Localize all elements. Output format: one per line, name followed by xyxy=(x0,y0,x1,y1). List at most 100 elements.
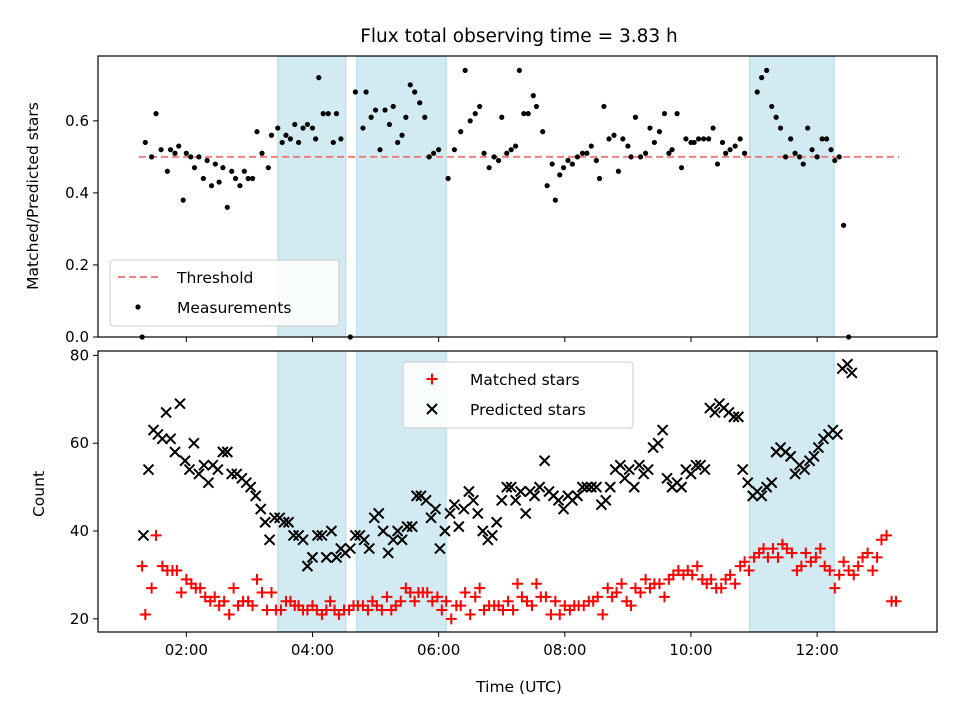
bottom-axes-frame xyxy=(97,350,938,633)
predicted-star-point xyxy=(571,490,584,502)
predicted-star-point xyxy=(463,485,475,498)
measurement-point xyxy=(737,136,743,142)
measurement-point xyxy=(549,161,555,167)
measurement-point xyxy=(212,161,218,167)
measurement-point xyxy=(552,197,558,203)
measurement-point xyxy=(574,154,581,160)
predicted-star-point xyxy=(766,477,778,489)
measurement-point xyxy=(241,168,247,174)
measurement-point xyxy=(723,150,729,156)
matched-star-point xyxy=(209,591,221,603)
measurement-point xyxy=(683,136,689,142)
matched-star-point xyxy=(838,556,850,568)
measurement-point xyxy=(462,67,468,74)
predicted-star-point xyxy=(509,494,522,506)
predicted-star-point xyxy=(675,481,688,493)
predicted-star-point xyxy=(202,477,215,489)
measurement-point xyxy=(338,136,344,142)
predicted-star-point xyxy=(344,542,357,555)
measurement-point xyxy=(796,154,803,160)
measurement-point xyxy=(229,168,235,174)
measurement-point xyxy=(216,179,222,185)
predicted-star-point xyxy=(259,516,271,528)
predicted-star-point xyxy=(590,481,603,493)
matched-star-point xyxy=(436,604,448,616)
matched-star-point xyxy=(324,595,336,607)
predicted-star-point xyxy=(519,507,532,520)
measurement-point xyxy=(759,75,765,81)
predicted-star-point xyxy=(486,529,498,542)
measurement-point xyxy=(732,143,738,149)
matched-star-point xyxy=(376,604,388,616)
predicted-star-point xyxy=(812,441,825,454)
measurement-point xyxy=(232,175,239,182)
measurement-point xyxy=(565,157,571,164)
matched-star-point xyxy=(228,582,240,594)
matched-star-point xyxy=(852,560,864,572)
predicted-star-point xyxy=(732,411,744,423)
predicted-star-point xyxy=(528,490,541,502)
predicted-star-point xyxy=(221,446,234,458)
predicted-star-point xyxy=(709,406,721,419)
top-panel: Matched/Predicted stars 0.0 0.2 0.4 0.6 xyxy=(24,55,938,346)
measurement-point xyxy=(472,111,478,117)
measurement-point xyxy=(245,175,251,182)
top-legend-box xyxy=(109,259,340,327)
bottom-legend: Matched stars Predicted stars xyxy=(402,361,634,429)
top-shaded-band xyxy=(356,55,447,338)
bottom-x-tick-label: 12:00 xyxy=(796,641,839,659)
predicted-star-point xyxy=(604,481,616,493)
measurement-point xyxy=(661,111,668,117)
matched-star-point xyxy=(474,582,486,594)
predicted-star-point xyxy=(557,503,570,515)
predicted-star-point xyxy=(212,463,224,476)
measurement-point xyxy=(800,161,806,167)
predicted-star-point xyxy=(406,520,418,533)
measurement-point xyxy=(352,89,358,95)
measurement-point xyxy=(200,175,206,182)
matched-star-point xyxy=(597,608,609,620)
predicted-star-point xyxy=(278,516,290,528)
measurement-point xyxy=(377,147,383,153)
predicted-star-point xyxy=(690,459,702,471)
measurement-point xyxy=(320,111,326,117)
matched-star-point xyxy=(139,608,151,620)
measurement-point xyxy=(436,147,442,153)
measurement-point xyxy=(544,183,550,189)
measurement-point xyxy=(632,114,639,120)
bottom-y-tick-label: 40 xyxy=(70,522,89,540)
matched-star-point xyxy=(743,565,755,577)
measurement-point xyxy=(259,150,265,156)
measurement-point xyxy=(477,103,483,110)
matched-star-point xyxy=(762,551,774,563)
measurement-point xyxy=(769,103,775,110)
predicted-star-point xyxy=(401,520,413,533)
measurement-point xyxy=(412,89,418,95)
predicted-star-point xyxy=(183,463,196,476)
legend-x-glyph xyxy=(426,403,438,415)
measurement-point xyxy=(167,147,174,153)
predicted-star-point xyxy=(255,503,267,515)
predicted-star-point xyxy=(798,463,811,476)
predicted-star-point xyxy=(623,463,635,476)
matched-star-point xyxy=(218,595,230,607)
predicted-star-point xyxy=(490,516,503,528)
bottom-y-axis-label: Count xyxy=(30,471,48,517)
bottom-x-tick-label: 06:00 xyxy=(417,641,460,659)
predicted-star-point xyxy=(249,490,262,502)
matched-star-point xyxy=(881,529,893,541)
predicted-star-point xyxy=(581,481,593,493)
measurement-point xyxy=(325,111,331,117)
predicted-star-point xyxy=(429,503,442,515)
measurement-point xyxy=(191,165,198,171)
predicted-star-point xyxy=(439,525,451,537)
matched-star-point xyxy=(194,582,206,594)
measurement-point xyxy=(625,143,631,149)
measurement-point xyxy=(777,125,784,131)
measurement-point xyxy=(382,107,388,113)
predicted-star-point xyxy=(505,481,517,493)
measurement-point xyxy=(513,143,519,149)
predicted-star-point xyxy=(420,494,432,506)
measurement-point xyxy=(669,147,675,153)
